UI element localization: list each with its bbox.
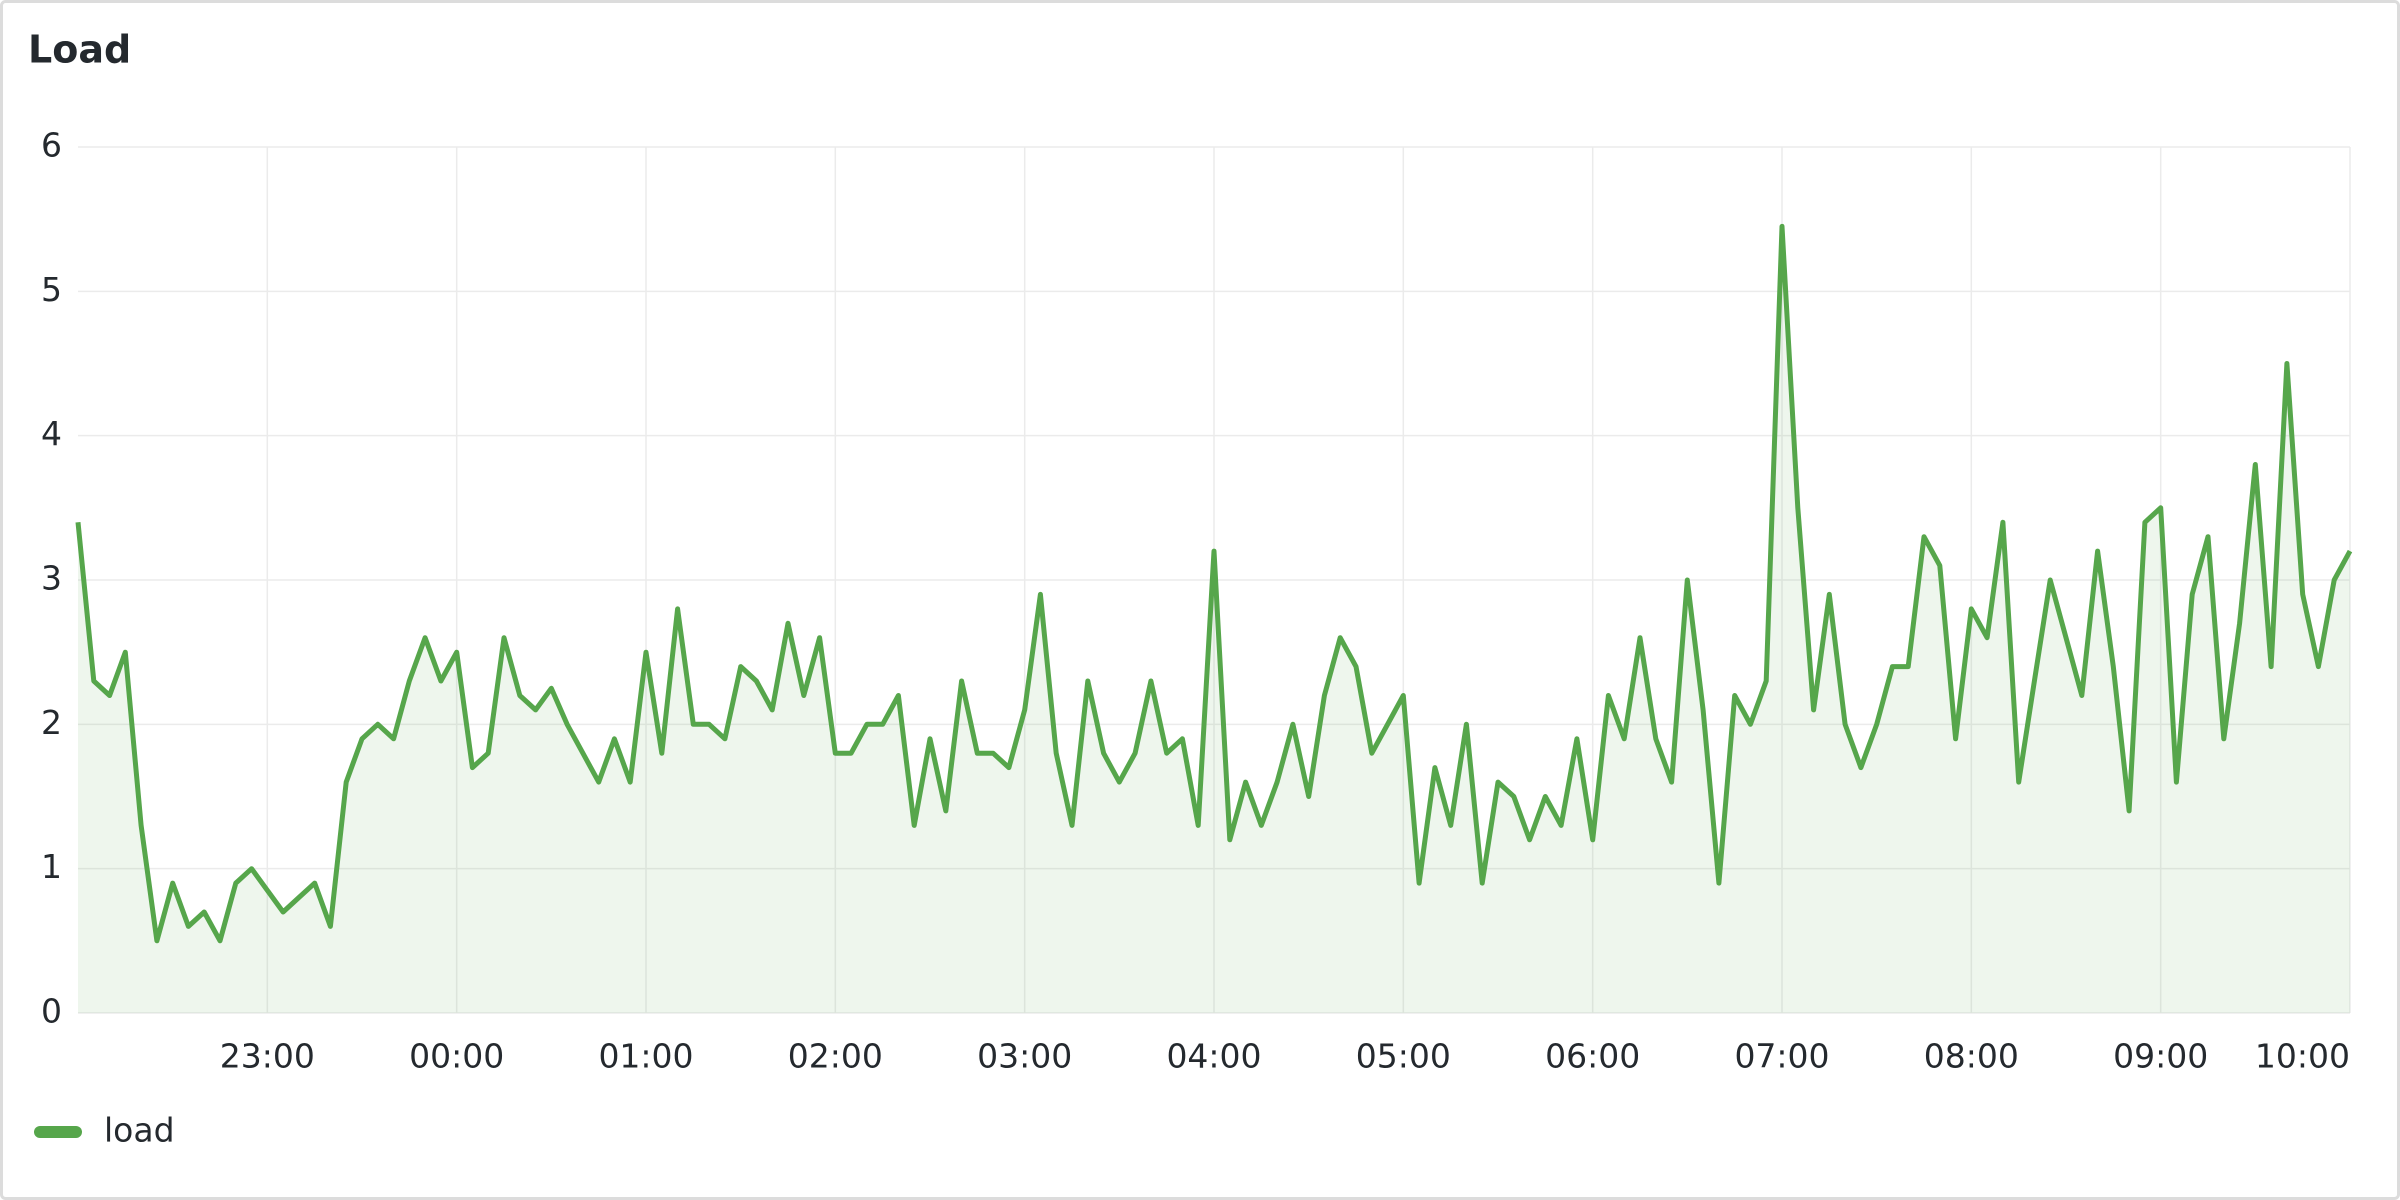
x-tick-label: 10:00 [2255,1037,2350,1076]
y-tick-label: 6 [41,126,62,165]
area-fill [78,226,2350,1013]
x-tick-label: 08:00 [1924,1037,2019,1076]
y-tick-label: 5 [41,270,62,309]
x-tick-label: 03:00 [977,1037,1072,1076]
x-tick-label: 07:00 [1734,1037,1829,1076]
x-tick-label: 00:00 [409,1037,504,1076]
x-tick-label: 23:00 [220,1037,315,1076]
y-tick-label: 0 [41,992,62,1031]
legend-label: load [104,1111,175,1150]
panel-title: Load [28,28,131,72]
x-tick-label: 06:00 [1545,1037,1640,1076]
y-tick-label: 2 [41,703,62,742]
y-tick-label: 1 [41,847,62,886]
x-tick-label: 09:00 [2113,1037,2208,1076]
x-tick-label: 02:00 [788,1037,883,1076]
series-line [75,223,2353,944]
x-tick-label: 05:00 [1356,1037,1451,1076]
x-tick-label: 04:00 [1166,1037,1261,1076]
x-tick-label: 01:00 [598,1037,693,1076]
y-tick-label: 3 [41,559,62,598]
y-tick-label: 4 [41,414,62,453]
